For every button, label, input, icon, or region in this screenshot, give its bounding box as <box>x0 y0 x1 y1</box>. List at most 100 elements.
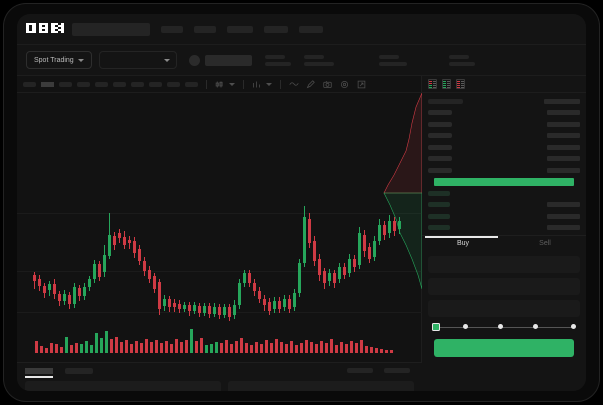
nav-item-4[interactable] <box>264 25 288 33</box>
settings-gear-icon[interactable] <box>340 80 349 89</box>
orderbook-row[interactable] <box>428 201 580 209</box>
timeframe-6[interactable] <box>113 81 126 87</box>
order-percent-slider[interactable] <box>432 323 576 332</box>
orderbook-view-asks-icon[interactable] <box>456 79 465 89</box>
candle-body <box>293 293 296 307</box>
timeframe-2[interactable] <box>41 81 54 87</box>
bottom-action-1[interactable] <box>347 368 373 373</box>
candle-body <box>253 283 256 291</box>
stat-24h-high <box>303 54 334 66</box>
candle-body <box>313 241 316 261</box>
candle-body <box>148 270 151 279</box>
orderbook-row[interactable] <box>428 109 580 117</box>
volume-bar <box>275 339 278 353</box>
candle-body <box>248 273 251 283</box>
candle-body <box>83 287 86 296</box>
orderbook-row[interactable] <box>428 189 580 197</box>
volume-bar <box>355 343 358 353</box>
price-chart-plot[interactable] <box>17 93 422 362</box>
orderbook-last-price-row[interactable] <box>434 177 574 186</box>
timeframe-3[interactable] <box>59 81 72 87</box>
candle-body <box>228 307 231 317</box>
orderbook-row[interactable] <box>428 120 580 128</box>
indicator-icon[interactable] <box>252 80 261 89</box>
volume-bar <box>240 338 243 353</box>
order-amount-field[interactable] <box>428 278 580 295</box>
trading-mode-selector[interactable]: Spot Trading <box>26 51 92 69</box>
candle-body <box>283 299 286 307</box>
candle-body <box>263 299 266 305</box>
timeframe-9[interactable] <box>167 81 180 87</box>
orderbook-view-bids-icon[interactable] <box>442 79 451 89</box>
slider-stop-25[interactable] <box>463 324 468 329</box>
slider-stop-50[interactable] <box>498 324 503 329</box>
order-total-field[interactable] <box>428 300 580 317</box>
candle-body <box>303 217 306 263</box>
slider-stop-75[interactable] <box>533 324 538 329</box>
depth-area <box>383 93 422 194</box>
pair-selector[interactable] <box>98 51 177 69</box>
volume-bar <box>250 345 253 353</box>
volume-bar <box>385 350 388 353</box>
volume-bar <box>375 348 378 353</box>
candle-body <box>213 307 216 314</box>
search-input[interactable] <box>72 22 150 36</box>
orderbook-price-cell <box>428 156 452 161</box>
nav-item-2[interactable] <box>194 25 216 33</box>
volume-bar <box>360 340 363 353</box>
nav-item-1[interactable] <box>161 25 183 33</box>
timeframe-7[interactable] <box>131 81 144 87</box>
camera-snapshot-icon[interactable] <box>323 80 332 89</box>
orderbook-row[interactable] <box>428 224 580 232</box>
volume-bar <box>125 340 128 353</box>
candle-body <box>363 235 366 251</box>
okx-logo[interactable] <box>26 22 64 36</box>
candle-body <box>153 276 156 289</box>
orderbook-size-cell <box>547 110 580 115</box>
order-tab-sell[interactable]: Sell <box>539 240 551 247</box>
slider-stop-100[interactable] <box>571 324 576 329</box>
order-price-field[interactable] <box>428 256 580 273</box>
timeframe-8[interactable] <box>149 81 162 87</box>
candle-body <box>358 233 361 265</box>
candle-body <box>128 240 131 243</box>
toolbar-divider <box>206 79 207 89</box>
volume-bar <box>70 345 73 353</box>
order-tab-buy[interactable]: Buy <box>456 240 470 247</box>
fullscreen-expand-icon[interactable] <box>357 80 366 89</box>
orderbook-row[interactable] <box>428 132 580 140</box>
volume-bar <box>155 340 158 353</box>
slider-handle[interactable] <box>432 323 440 331</box>
orderbook-price-cell <box>428 202 450 207</box>
candle-body <box>43 286 46 293</box>
bottom-action-2[interactable] <box>384 368 410 373</box>
volume-bar <box>140 343 143 353</box>
chart-toolbar <box>17 76 421 93</box>
timeframe-4[interactable] <box>77 81 90 87</box>
chart-type-chevron-icon[interactable] <box>229 82 235 86</box>
bottom-tab-open-orders[interactable] <box>25 367 53 374</box>
order-form <box>422 252 586 357</box>
volume-bar <box>220 343 223 353</box>
chart-type-icon[interactable] <box>215 80 224 89</box>
wave-indicator-icon[interactable] <box>289 80 299 88</box>
draw-pencil-icon[interactable] <box>306 79 315 89</box>
orderbook-row[interactable] <box>428 166 580 174</box>
candle-body <box>98 264 101 277</box>
orderbook-row[interactable] <box>428 155 580 163</box>
orderbook-view-both-icon[interactable] <box>428 79 437 89</box>
nav-item-5[interactable] <box>299 25 323 33</box>
volume-bar <box>45 348 48 353</box>
candle-body <box>68 295 71 304</box>
timeframe-5[interactable] <box>95 81 108 87</box>
nav-item-3[interactable] <box>227 25 253 33</box>
orderbook-row[interactable] <box>428 212 580 220</box>
place-buy-order-button[interactable] <box>434 339 574 357</box>
chevron-down-icon <box>77 58 84 62</box>
bottom-tab-order-history[interactable] <box>65 367 93 374</box>
timeframe-10[interactable] <box>185 81 198 87</box>
indicator-chevron-icon[interactable] <box>266 82 272 86</box>
timeframe-1[interactable] <box>23 81 36 87</box>
orderbook-ask-rows <box>428 109 580 175</box>
orderbook-row[interactable] <box>428 143 580 151</box>
